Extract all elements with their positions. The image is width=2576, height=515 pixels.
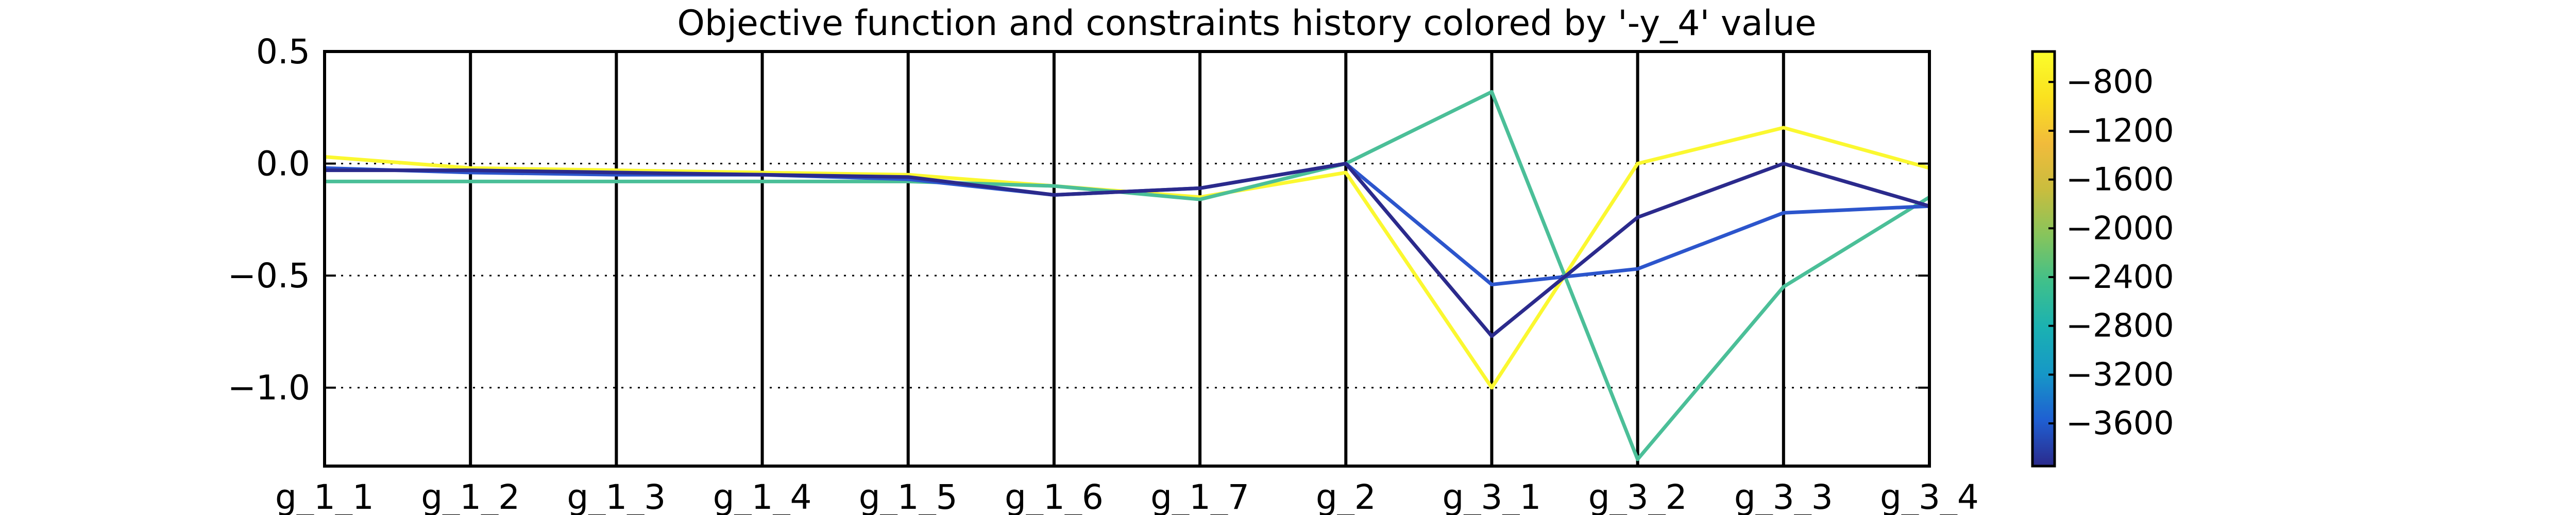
series-line-1 xyxy=(324,126,1930,390)
colorbar-tick-label-1: −1200 xyxy=(2066,112,2174,149)
y-tick-label-2: −0.5 xyxy=(228,256,310,296)
chart-title: Objective function and constraints histo… xyxy=(677,3,1816,44)
y-tick-label-3: −1.0 xyxy=(228,368,310,408)
colorbar-gradient xyxy=(2031,50,2056,468)
x-tick-label-g-3-4: g_3_4 xyxy=(1880,477,1979,515)
x-tick-label-g-1-7: g_1_7 xyxy=(1150,477,1249,515)
x-tick-label-g-1-5: g_1_5 xyxy=(859,477,958,515)
x-tick-label-g-1-2: g_1_2 xyxy=(421,477,520,515)
colorbar-tick-label-3: −2000 xyxy=(2066,209,2174,247)
x-tick-label-g-1-3: g_1_3 xyxy=(567,477,666,515)
colorbar-tick-label-0: −800 xyxy=(2066,63,2154,100)
x-tick-label-g-3-3: g_3_3 xyxy=(1734,477,1833,515)
colorbar-tick-label-2: −1600 xyxy=(2066,161,2174,198)
x-tick-label-g-3-2: g_3_2 xyxy=(1588,477,1687,515)
colorbar-tick-label-5: −2800 xyxy=(2066,307,2174,345)
plot-area: 0.5 0.0 −0.5 −1.0 g_1_1 g_1_2 g_1_3 g_1_4 g_1_5 g… xyxy=(228,32,1979,515)
x-tick-label-g-3-1: g_3_1 xyxy=(1443,477,1541,515)
colorbar-tick-label-7: −3600 xyxy=(2066,404,2174,442)
y-tick-label-1: 0.0 xyxy=(256,144,310,184)
plot-frame xyxy=(323,50,1931,468)
x-tick-label-g-1-6: g_1_6 xyxy=(1005,477,1104,515)
y-tick-label-0: 0.5 xyxy=(256,32,310,72)
colorbar-tick-label-6: −3200 xyxy=(2066,355,2174,393)
colorbar: −800 −1200 −1600 −2000 −2400 −2800 −3200 −3600 xyxy=(2031,50,2174,468)
x-tick-label-g-1-1: g_1_1 xyxy=(275,477,374,515)
x-tick-label-g-2: g_2 xyxy=(1316,477,1376,515)
series-line-4 xyxy=(325,162,1930,338)
colorbar-tick-label-4: −2400 xyxy=(2066,258,2174,296)
x-tick-label-g-1-4: g_1_4 xyxy=(713,477,812,515)
